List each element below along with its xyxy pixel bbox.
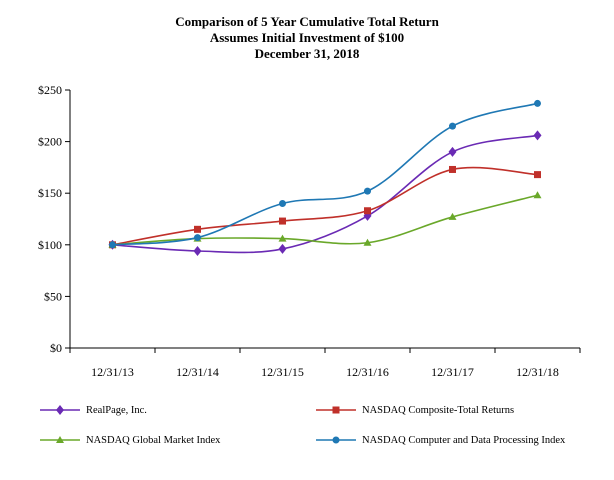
- x-tick-label: 12/31/13: [91, 365, 134, 379]
- data-point-1-1: [194, 225, 201, 233]
- series-line-3: [112, 102, 538, 246]
- data-point-2-4: [448, 212, 457, 220]
- legend-label: NASDAQ Composite-Total Returns: [362, 404, 515, 416]
- data-point-1-2: [279, 217, 286, 225]
- chart-date: December 31, 2018: [254, 46, 360, 61]
- x-tick-label: 12/31/17: [431, 365, 474, 379]
- legend-marker: [56, 436, 64, 443]
- legend-swatch: [316, 436, 356, 444]
- data-point-3-2: [279, 200, 286, 208]
- series-line-1: [112, 166, 538, 246]
- x-tick-label: 12/31/18: [516, 365, 559, 379]
- y-tick-label: $0: [50, 341, 62, 355]
- y-tick-label: $250: [38, 83, 62, 97]
- legend-marker: [332, 436, 340, 444]
- chart-title: Comparison of 5 Year Cumulative Total Re…: [175, 14, 439, 29]
- data-point-0-1: [193, 245, 202, 256]
- line-chart: $0 $50 $100 $150 $200 $250 12/31/13 12/31/14 12/…: [38, 83, 581, 379]
- series-line-0: [112, 134, 538, 254]
- data-point-3-4: [449, 122, 456, 130]
- y-tick-label: $150: [38, 186, 62, 200]
- legend-item-0: RealPage, Inc.: [40, 404, 147, 416]
- data-point-3-3: [364, 187, 371, 195]
- legend-swatch: [40, 436, 80, 443]
- data-point-3-5: [534, 99, 541, 107]
- legend-item-3: NASDAQ Computer and Data Processing Inde…: [316, 434, 565, 446]
- data-point-2-5: [533, 191, 542, 199]
- y-tick-label: $100: [38, 238, 62, 252]
- legend-swatch: [316, 406, 356, 414]
- data-point-3-0: [109, 241, 116, 249]
- data-point-3-1: [194, 234, 201, 242]
- data-point-1-5: [534, 171, 541, 179]
- legend-item-2: NASDAQ Global Market Index: [40, 434, 220, 446]
- y-tick-label: $200: [38, 135, 62, 149]
- legend-marker: [332, 406, 340, 414]
- data-point-1-4: [449, 165, 456, 173]
- data-point-2-2: [278, 234, 287, 242]
- data-point-2-3: [363, 238, 372, 246]
- chart-subtitle: Assumes Initial Investment of $100: [209, 30, 405, 45]
- legend-label: RealPage, Inc.: [86, 404, 147, 416]
- legend-marker: [56, 405, 64, 415]
- data-point-1-3: [364, 207, 371, 215]
- legend-label: NASDAQ Global Market Index: [86, 434, 221, 446]
- legend-label: NASDAQ Computer and Data Processing Inde…: [362, 434, 566, 446]
- data-point-0-5: [533, 130, 542, 141]
- y-tick-label: $50: [44, 289, 62, 303]
- x-tick-label: 12/31/14: [176, 365, 219, 379]
- legend-item-1: NASDAQ Composite-Total Returns: [316, 404, 514, 416]
- x-tick-label: 12/31/16: [346, 365, 389, 379]
- data-point-0-4: [448, 146, 457, 157]
- series-line-2: [112, 194, 538, 246]
- legend-swatch: [40, 405, 80, 415]
- data-point-0-2: [278, 243, 287, 254]
- x-tick-label: 12/31/15: [261, 365, 304, 379]
